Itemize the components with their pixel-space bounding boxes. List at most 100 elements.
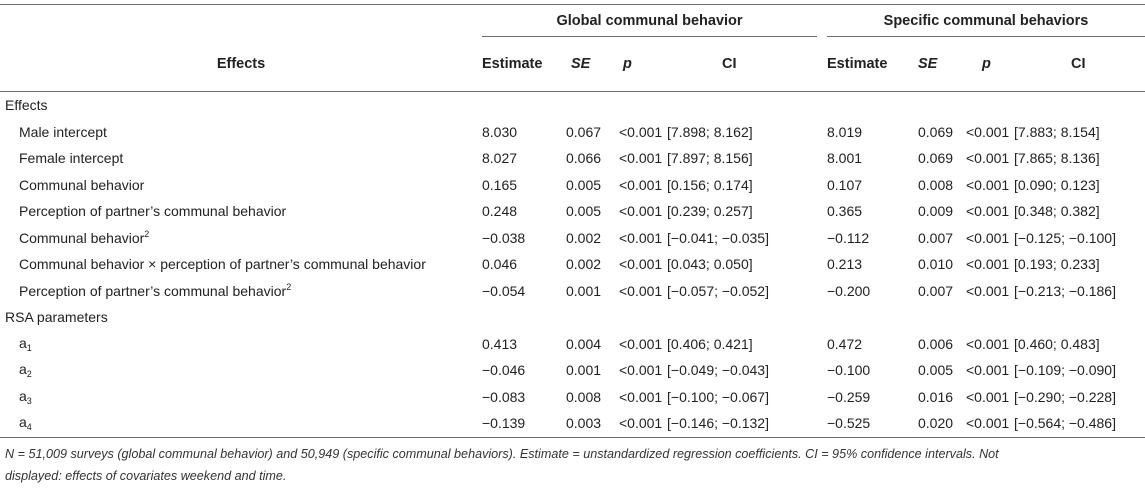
cell-p: <0.001 — [966, 256, 1010, 273]
cell-estimate: 0.248 — [482, 203, 518, 220]
cell-se: 0.069 — [918, 123, 954, 140]
cell-estimate: −0.046 — [482, 362, 526, 379]
row-label: Perception of partner’s communal behavio… — [0, 278, 482, 305]
table-row: Communal behavior × perception of partne… — [0, 251, 1145, 278]
cell-se: 0.006 — [918, 335, 954, 352]
cell-ci: [−0.041; −0.035] — [667, 229, 769, 246]
cell-se: 0.020 — [918, 415, 954, 432]
row-label-text: Communal behavior — [19, 230, 145, 247]
col-header-p: p — [623, 56, 632, 72]
cell-ci: [0.156; 0.174] — [667, 176, 753, 193]
cell-p: <0.001 — [966, 176, 1010, 193]
cell-ci: [−0.146; −0.132] — [667, 415, 769, 432]
cell-ci: [0.193; 0.233] — [1014, 256, 1100, 273]
row-label: Communal behavior — [19, 176, 145, 193]
cell-p: <0.001 — [966, 282, 1010, 299]
cell-se: 0.009 — [918, 203, 954, 220]
cell-ci: [−0.564; −0.486] — [1014, 415, 1116, 432]
cell-ci: [0.239; 0.257] — [667, 203, 753, 220]
cell-se: 0.008 — [918, 176, 954, 193]
cell-se: 0.005 — [918, 362, 954, 379]
cell-p: <0.001 — [966, 150, 1010, 167]
col-header-se: SE — [571, 56, 591, 72]
cell-ci: [0.348; 0.382] — [1014, 203, 1100, 220]
cell-estimate: −0.112 — [827, 229, 870, 246]
cell-ci: [−0.290; −0.228] — [1014, 388, 1116, 405]
cell-se: 0.004 — [566, 335, 602, 352]
section-label-rsa: RSA parameters — [5, 309, 108, 326]
cell-estimate: −0.259 — [827, 388, 871, 405]
cell-se: 0.003 — [566, 415, 602, 432]
cell-ci: [7.883; 8.154] — [1014, 123, 1100, 140]
cell-se: 0.002 — [566, 256, 602, 273]
cell-p: <0.001 — [966, 362, 1010, 379]
cell-p: <0.001 — [966, 203, 1010, 220]
results-table: Global communal behavior Specific commun… — [0, 4, 1145, 438]
cell-ci: [0.460; 0.483] — [1014, 335, 1100, 352]
cell-p: <0.001 — [619, 415, 663, 432]
cell-p: <0.001 — [966, 123, 1010, 140]
section-label-effects: Effects — [5, 97, 48, 114]
cell-estimate: 8.027 — [482, 150, 518, 167]
cell-p: <0.001 — [619, 150, 663, 167]
cell-se: 0.001 — [566, 282, 602, 299]
col-header-ci: CI — [1071, 56, 1086, 72]
cell-se: 0.001 — [566, 362, 602, 379]
cell-estimate: −0.054 — [482, 282, 526, 299]
cell-estimate: 8.030 — [482, 123, 518, 140]
row-label: Female intercept — [19, 150, 124, 167]
cell-p: <0.001 — [966, 388, 1010, 405]
cell-ci: [−0.100; −0.067] — [667, 388, 769, 405]
table-row: Communal behavior 0.165 0.005 <0.001 [0.… — [0, 172, 1145, 199]
cell-estimate: 0.046 — [482, 256, 518, 273]
cell-p: <0.001 — [966, 335, 1010, 352]
row-label-text: a — [19, 361, 27, 378]
cell-ci: [−0.057; −0.052] — [667, 282, 769, 299]
footnote-line-2: displayed: effects of covariates weekend… — [5, 469, 287, 483]
cell-estimate: −0.139 — [482, 415, 526, 432]
col-header-estimate: Estimate — [482, 56, 543, 72]
cell-estimate: 0.107 — [827, 176, 863, 193]
cell-se: 0.067 — [566, 123, 602, 140]
cell-p: <0.001 — [619, 229, 663, 246]
cell-se: 0.010 — [918, 256, 954, 273]
cell-ci: [7.897; 8.156] — [667, 150, 753, 167]
row-label: a2 — [0, 357, 482, 384]
cell-estimate: 0.365 — [827, 203, 863, 220]
footnote-line-1: N = 51,009 surveys (global communal beha… — [5, 447, 999, 461]
cell-ci: [7.865; 8.136] — [1014, 150, 1100, 167]
row-label-text: a — [19, 334, 27, 351]
cell-estimate: −0.038 — [482, 229, 526, 246]
superscript: 2 — [286, 282, 292, 293]
group-header-specific: Specific communal behaviors — [827, 5, 1145, 37]
cell-ci: [0.406; 0.421] — [667, 335, 753, 352]
effects-column-header: Effects — [216, 55, 266, 72]
table-row: a3 −0.083 0.008 <0.001 [−0.100; −0.067] … — [0, 384, 1145, 411]
cell-ci: [−0.213; −0.186] — [1014, 282, 1116, 299]
cell-p: <0.001 — [619, 335, 663, 352]
cell-estimate: 0.165 — [482, 176, 518, 193]
table-row: Perception of partner’s communal behavio… — [0, 198, 1145, 225]
table-row: Male intercept 8.030 0.067 <0.001 [7.898… — [0, 119, 1145, 146]
subscript: 1 — [26, 342, 32, 353]
cell-estimate: −0.200 — [827, 282, 871, 299]
cell-estimate: 0.472 — [827, 335, 863, 352]
cell-se: 0.008 — [566, 388, 602, 405]
cell-p: <0.001 — [619, 123, 663, 140]
col-header-se: SE — [918, 56, 938, 72]
table-row: a4 −0.139 0.003 <0.001 [−0.146; −0.132] … — [0, 410, 1145, 437]
cell-se: 0.005 — [566, 203, 602, 220]
subscript: 3 — [26, 395, 32, 406]
table-row: a2 −0.046 0.001 <0.001 [−0.049; −0.043] … — [0, 357, 1145, 384]
table-footnote: N = 51,009 surveys (global communal beha… — [5, 443, 1135, 487]
cell-estimate: 8.001 — [827, 150, 863, 167]
row-label: Perception of partner’s communal behavio… — [19, 203, 287, 220]
col-header-estimate: Estimate — [827, 56, 888, 72]
cell-ci: [−0.049; −0.043] — [667, 362, 769, 379]
cell-p: <0.001 — [966, 229, 1010, 246]
table-row: Female intercept 8.027 0.066 <0.001 [7.8… — [0, 145, 1145, 172]
row-label: a1 — [0, 331, 482, 358]
cell-ci: [0.090; 0.123] — [1014, 176, 1100, 193]
row-label: a3 — [0, 384, 482, 411]
